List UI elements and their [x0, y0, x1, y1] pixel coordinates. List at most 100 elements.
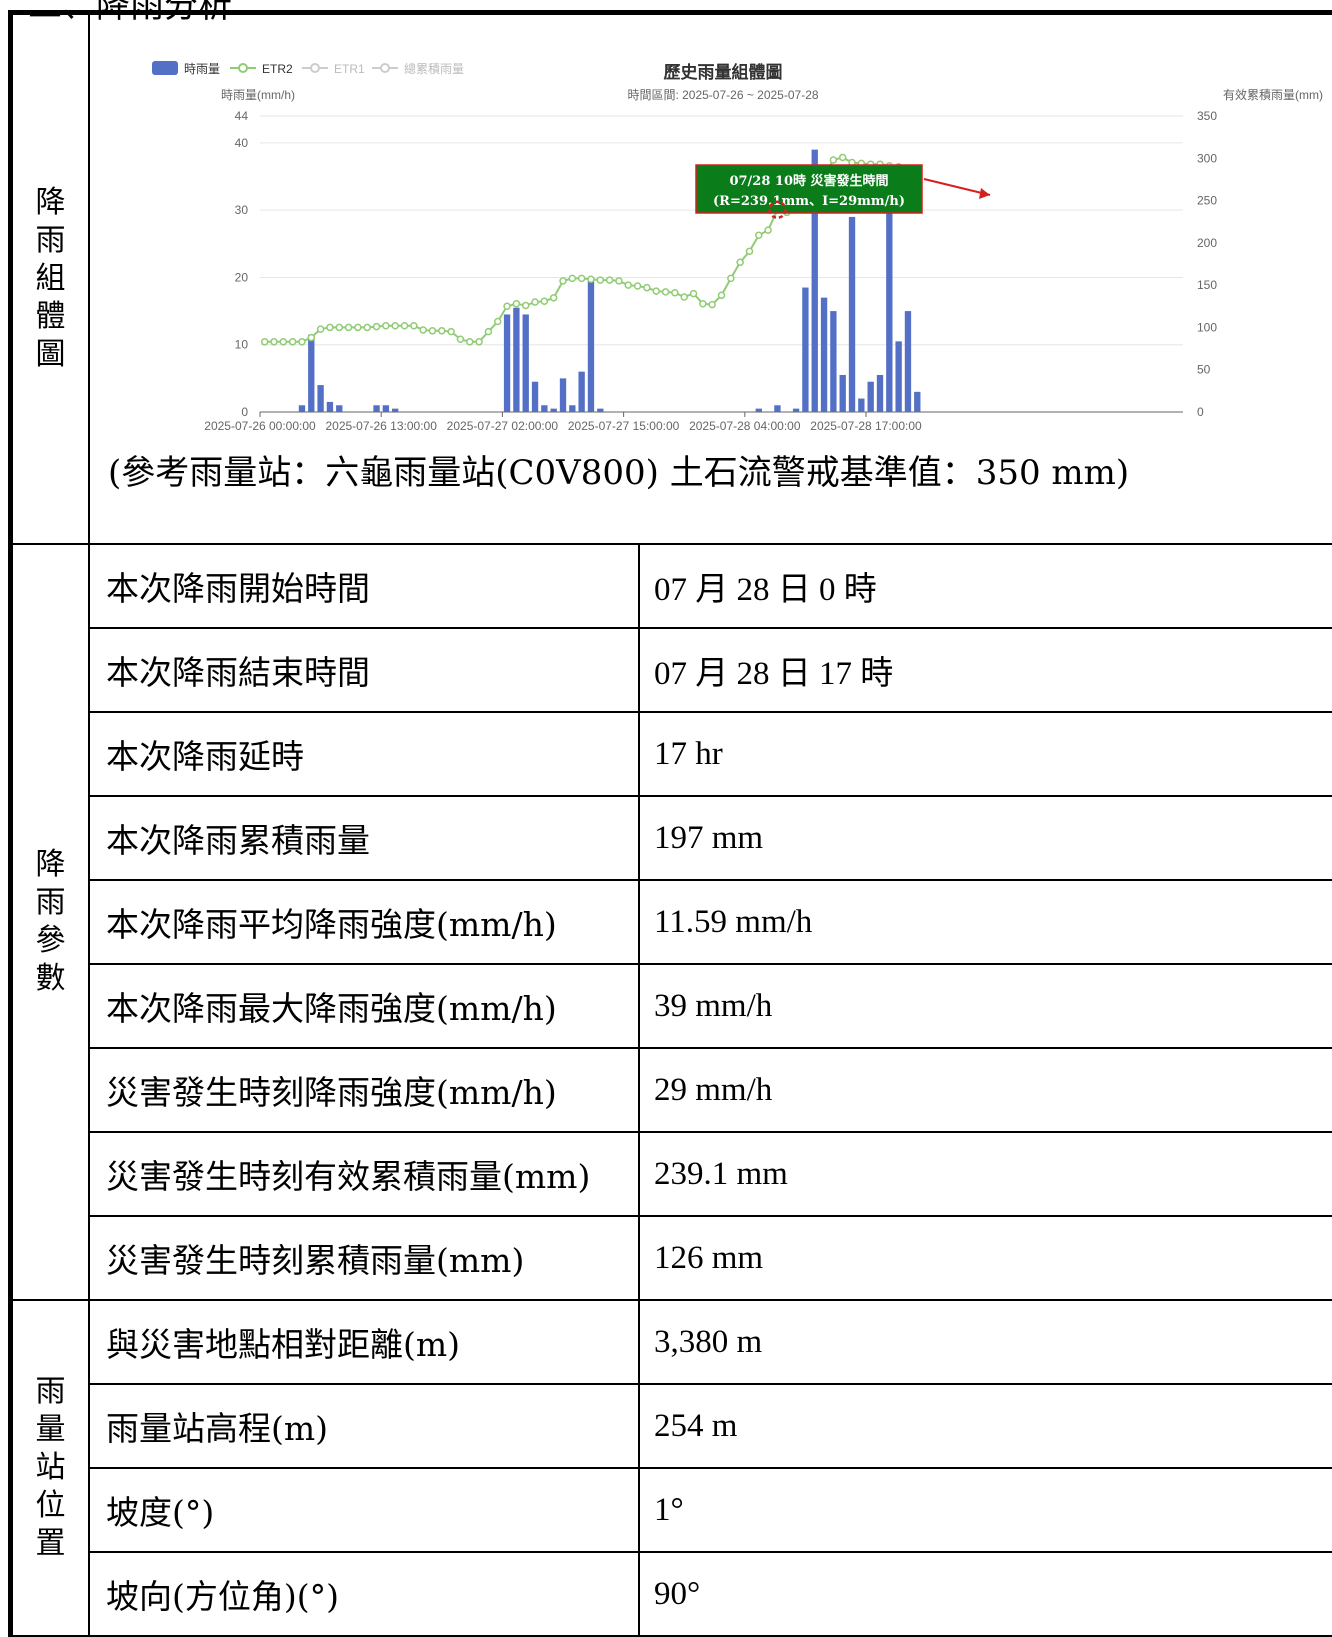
etr2-point — [447, 327, 455, 336]
legend-hourly-label: 時雨量 — [184, 62, 220, 76]
station-row: 雨量站高程(m) 254 m — [12, 1383, 1332, 1469]
etr2-point — [755, 231, 763, 239]
right-tick-label: 350 — [1197, 109, 1217, 123]
x-tick-label: 2025-07-26 00:00:00 — [204, 419, 316, 433]
etr2-point — [400, 321, 409, 330]
etr2-point — [652, 287, 660, 295]
param-label: 災害發生時刻有效累積雨量(mm) — [88, 1131, 640, 1217]
etr2-point — [531, 298, 539, 306]
hourly-rain-bar — [513, 307, 520, 412]
etr2-point — [615, 277, 623, 285]
param-label: 本次降雨結束時間 — [88, 627, 640, 713]
station-value: 254 m — [638, 1383, 1332, 1469]
hourly-rain-bar — [839, 375, 846, 412]
etr2-point — [671, 289, 679, 297]
x-tick-label: 2025-07-27 02:00:00 — [447, 419, 559, 433]
hourly-rain-bar — [317, 385, 324, 412]
hourly-rain-bar — [308, 334, 315, 412]
etr2-point — [428, 327, 437, 335]
station-label: 坡向(方位角)(°) — [88, 1551, 640, 1637]
chart-subtitle: 時間區間: 2025-07-26 ~ 2025-07-28 — [627, 88, 818, 102]
x-tick-label: 2025-07-26 13:00:00 — [325, 419, 437, 433]
x-tick-label: 2025-07-28 17:00:00 — [810, 419, 922, 433]
etr2-point — [549, 294, 558, 302]
section-char: 參 — [35, 923, 66, 958]
param-label: 本次降雨累積雨量 — [88, 795, 640, 881]
param-row: 本次降雨平均降雨強度(mm/h) 11.59 mm/h — [12, 879, 1332, 965]
etr2-point — [307, 333, 316, 342]
grid-lines — [260, 115, 1183, 413]
chart-caption: (參考雨量站：六龜雨量站(C0V800) 土石流警戒基準值：350 mm) — [108, 453, 1130, 493]
etr2-point — [288, 338, 297, 346]
hourly-rain-bar — [914, 391, 921, 412]
station-value: 90° — [638, 1551, 1332, 1637]
left-tick-label: 30 — [235, 203, 249, 217]
etr2-point — [680, 293, 688, 301]
chart-wrap: 時雨量 ETR2 ETR1 總累積雨量 歷史雨量組體圖 時間區 — [90, 15, 1332, 543]
station-value: 1° — [638, 1467, 1332, 1553]
right-tick-label: 0 — [1197, 405, 1204, 419]
etr2-point — [596, 276, 605, 284]
etr2-point — [354, 323, 362, 332]
param-value: 197 mm — [638, 795, 1332, 881]
report-table: 降 雨 組 體 圖 時雨量 ETR2 — [8, 10, 1332, 1637]
section-label-station: 雨 量 站 位 置 — [11, 1299, 90, 1637]
left-axis-label: 時雨量(mm/h) — [221, 88, 295, 102]
hourly-rain-bar — [522, 314, 529, 412]
chart-legend: 時雨量 ETR2 ETR1 總累積雨量 — [152, 61, 464, 76]
hourly-rain-bar — [597, 408, 604, 412]
section-char: 位 — [35, 1488, 66, 1523]
hourly-rain-bar — [848, 216, 856, 412]
section-char: 雨 — [35, 1374, 66, 1409]
etr2-point — [838, 153, 847, 162]
legend-total-marker — [380, 63, 390, 73]
hourly-rain-bar — [298, 405, 306, 412]
section-char: 降 — [35, 847, 66, 882]
etr2-point — [363, 323, 371, 332]
param-value: 29 mm/h — [638, 1047, 1332, 1133]
right-tick-label: 200 — [1197, 236, 1217, 250]
left-tick-label: 44 — [235, 109, 249, 123]
etr2-point — [708, 300, 716, 309]
axes: 0 10 20 30 40 44 0 50 100 150 200 250 300 350 2025-07-… — [204, 109, 1217, 433]
legend-total-label: 總累積雨量 — [404, 61, 464, 76]
param-row: 本次降雨結束時間 07 月 28 日 17 時 — [12, 627, 1332, 713]
param-row: 災害發生時刻有效累積雨量(mm) 239.1 mm — [12, 1131, 1332, 1217]
etr2-point — [344, 323, 353, 332]
etr2-point — [419, 326, 427, 334]
param-value: 07 月 28 日 0 時 — [638, 543, 1332, 629]
etr2-point — [568, 274, 577, 283]
etr2-point — [456, 335, 465, 344]
etr2-point — [382, 321, 390, 330]
section-char: 置 — [35, 1526, 66, 1561]
etr2-point — [512, 299, 521, 308]
etr2-point — [466, 338, 474, 346]
etr2-point — [624, 281, 633, 289]
etr2-point — [577, 274, 586, 283]
hourly-rain-bar — [326, 401, 334, 412]
param-row: 災害發生時刻累積雨量(mm) 126 mm — [12, 1215, 1332, 1301]
etr2-point — [493, 317, 502, 326]
right-axis-label: 有效累積雨量(mm) — [1223, 87, 1323, 102]
etr2-point — [540, 297, 549, 305]
param-row: 本次降雨延時 17 hr — [12, 711, 1332, 797]
section-char: 圖 — [35, 337, 66, 372]
annotation-arrow — [923, 178, 991, 196]
right-tick-label: 150 — [1197, 278, 1217, 292]
disaster-marker — [768, 200, 787, 220]
param-row: 本次降雨累積雨量 197 mm — [12, 795, 1332, 881]
left-tick-label: 40 — [235, 136, 249, 150]
left-tick-label: 10 — [235, 338, 249, 352]
hourly-rain-bar — [904, 311, 912, 412]
station-row: 坡度(°) 1° — [12, 1467, 1332, 1553]
station-label: 坡度(°) — [88, 1467, 640, 1553]
right-tick-label: 300 — [1197, 151, 1217, 165]
param-value: 126 mm — [638, 1215, 1332, 1301]
hourly-rain-bar — [886, 206, 893, 412]
etr2-point — [699, 299, 707, 308]
hourly-rain-bar — [820, 297, 828, 412]
etr2-point — [503, 302, 511, 311]
etr2-point — [260, 338, 269, 346]
hourly-rain-bar — [858, 398, 865, 412]
section-char: 組 — [35, 261, 66, 296]
